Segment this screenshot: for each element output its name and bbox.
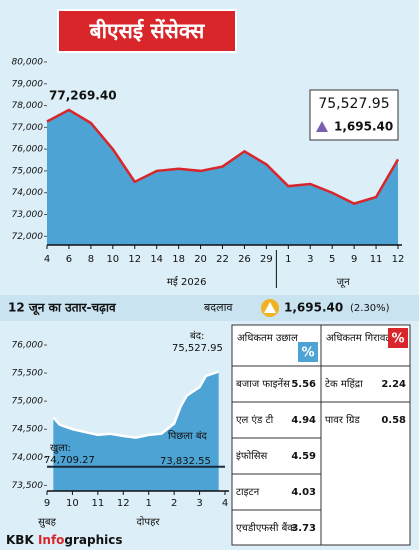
summary-title: 12 जून का उतार-चढ़ाव (8, 301, 117, 316)
change-text: बदलाव (204, 301, 233, 314)
x-tick-label: 9 (44, 498, 50, 509)
x-tick-label: 4 (44, 254, 50, 265)
footer-rest: graphics (64, 533, 122, 547)
gainer-name: बजाज फाइनेंस (236, 378, 290, 390)
prev-text: पिछला बंद (168, 430, 208, 442)
x-tick-label: 8 (88, 254, 94, 265)
x-tick-label: 20 (194, 254, 207, 265)
losers-title: अधिकतम गिरावट (326, 332, 391, 344)
x-tick-label: 11 (91, 498, 104, 509)
y-tick-label: 75,000 (12, 166, 44, 176)
y-tick-label: 74,500 (12, 425, 44, 435)
x-tick-label: 10 (66, 498, 79, 509)
x-tick-label: 12 (117, 498, 130, 509)
gainer-pct: 3.73 (291, 523, 316, 534)
loser-pct: 2.24 (381, 379, 406, 390)
gainer-name: इंफोसिस (236, 450, 268, 462)
gainer-pct: 4.94 (291, 415, 316, 426)
y-tick-label: 79,000 (12, 79, 44, 89)
x-tick-label: 1 (285, 254, 291, 265)
x-tick-label: 4 (222, 498, 228, 509)
x-tick-label: 26 (238, 254, 251, 265)
y-tick-label: 76,000 (12, 145, 44, 155)
y-tick-label: 76,000 (12, 341, 44, 351)
infographic: बीएसई सेंसेक्स 12 जून का उतार-चढ़ाव बदला… (0, 0, 419, 550)
loser-name: टेक महिंद्रा (325, 378, 363, 390)
x-group-label: सुबह (38, 517, 56, 528)
gainer-name: एल एंड टी (236, 414, 274, 426)
close-label: 75,527.95 (172, 343, 223, 354)
start-label: 77,269.40 (49, 89, 117, 103)
gainer-pct: 5.56 (291, 379, 316, 390)
prev-label: 73,832.55 (160, 456, 211, 467)
gainer-pct: 4.03 (291, 487, 316, 498)
gainer-name: एचडीएफसी बैंक (236, 522, 295, 534)
loser-pct: 0.58 (381, 415, 406, 426)
x-tick-label: 6 (66, 254, 72, 265)
x-tick-label: 18 (172, 254, 185, 265)
movers-table: अधिकतम उछाल % अधिकतम गिरावट % बजाज फाइने… (232, 325, 410, 545)
y-tick-label: 75,500 (12, 369, 44, 379)
change-label: 1,695.40 (334, 120, 393, 134)
x-tick-label: 14 (150, 254, 163, 265)
x-tick-label: 29 (260, 254, 273, 265)
loser-name: पावर ग्रिड (325, 414, 360, 426)
change-value: 1,695.40 (284, 301, 343, 315)
y-tick-label: 74,000 (12, 453, 44, 463)
x-tick-label: 5 (329, 254, 335, 265)
end-label: 75,527.95 (318, 96, 389, 112)
x-tick-label: 3 (196, 498, 202, 509)
change-pct: (2.30%) (350, 303, 390, 314)
open-label: 74,709.27 (44, 455, 95, 466)
y-tick-label: 73,000 (12, 210, 44, 220)
x-tick-label: 3 (307, 254, 313, 265)
pct-sign: % (391, 332, 404, 347)
x-tick-label: 2 (171, 498, 177, 509)
y-tick-label: 77,000 (12, 123, 44, 133)
y-tick-label: 75,000 (12, 397, 44, 407)
y-tick-label: 72,000 (12, 232, 44, 242)
footer: KBK Infographics (6, 533, 123, 547)
x-tick-label: 1 (146, 498, 152, 509)
x-tick-label: 10 (106, 254, 119, 265)
pct-sign: % (301, 346, 314, 361)
gainer-name: टाइटन (236, 487, 260, 498)
x-tick-label: 22 (216, 254, 229, 265)
gainers-title: अधिकतम उछाल (237, 332, 298, 344)
x-tick-label: 12 (392, 254, 405, 265)
footer-info: Info (38, 533, 64, 547)
y-tick-label: 74,000 (12, 188, 44, 198)
close-text: बंद: (190, 330, 204, 342)
x-group-label: जून (337, 277, 350, 288)
gainer-pct: 4.59 (291, 451, 316, 462)
x-tick-label: 11 (370, 254, 383, 265)
y-tick-label: 73,500 (12, 481, 44, 491)
x-group-label: दोपहर (137, 516, 161, 528)
footer-brand: KBK (6, 533, 34, 547)
chart-title: बीएसई सेंसेक्स (89, 18, 206, 43)
y-tick-label: 80,000 (12, 58, 44, 68)
x-tick-label: 9 (351, 254, 357, 265)
x-group-label: मई 2026 (167, 276, 207, 288)
open-text: खुला: (50, 443, 71, 454)
x-tick-label: 12 (128, 254, 141, 265)
y-tick-label: 78,000 (12, 101, 44, 111)
